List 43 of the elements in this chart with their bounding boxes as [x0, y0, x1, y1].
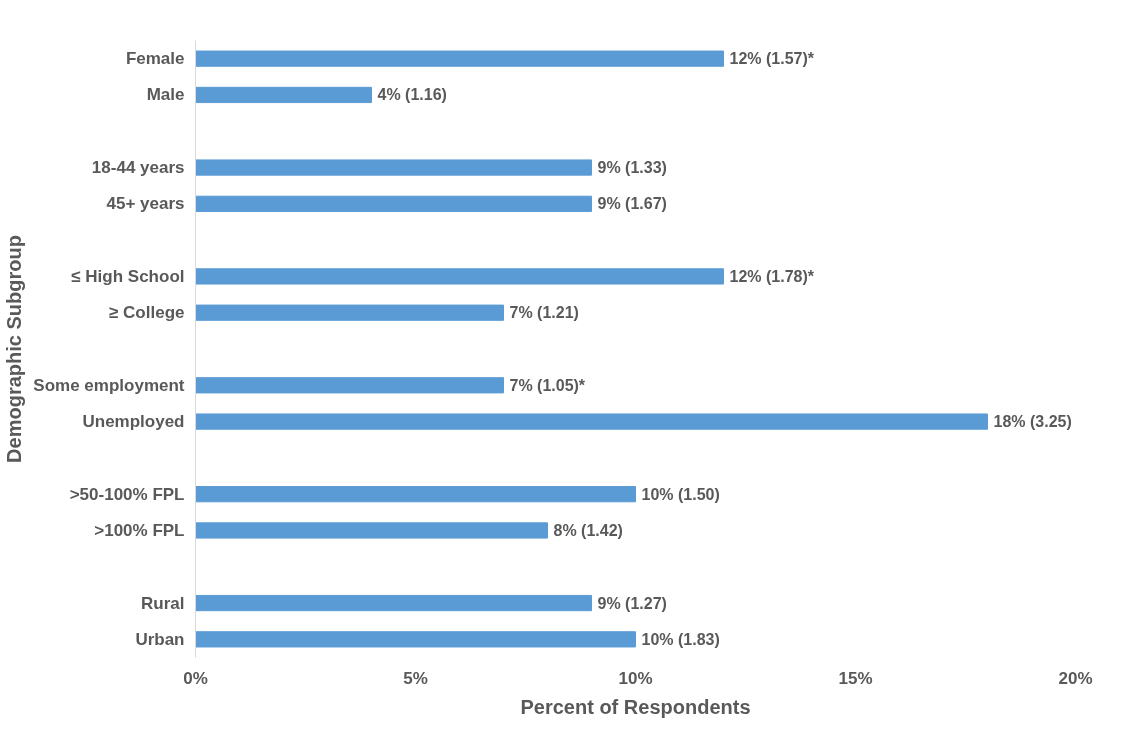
- x-tick-label: 5%: [403, 668, 428, 688]
- bar: [195, 486, 636, 503]
- data-label: 7% (1.05)*: [509, 376, 586, 394]
- bar: [195, 594, 592, 612]
- bar: [195, 159, 592, 176]
- bar: [195, 631, 636, 648]
- bar: [195, 413, 988, 430]
- y-tick-label: 18-44 years: [91, 158, 185, 178]
- y-tick-label: >50-100% FPL: [69, 484, 185, 504]
- data-label: 12% (1.57)*: [729, 50, 815, 68]
- data-label: 10% (1.83): [641, 630, 720, 648]
- bar: [195, 86, 372, 104]
- data-label: 10% (1.50): [641, 485, 720, 503]
- data-label: 9% (1.33): [597, 159, 667, 177]
- y-tick-label: Urban: [135, 629, 185, 649]
- y-tick-label: ≥ College: [109, 303, 185, 323]
- bar: [195, 304, 504, 321]
- y-tick-label: Some employment: [33, 375, 185, 395]
- bar: [195, 522, 548, 539]
- data-label: 12% (1.78)*: [729, 267, 815, 285]
- y-tick-label: ≤ High School: [71, 266, 185, 286]
- bar: [195, 268, 724, 285]
- y-tick-label: 45+ years: [106, 194, 185, 214]
- x-axis-title: Percent of Respondents: [520, 695, 751, 718]
- data-label: 8% (1.42): [553, 521, 623, 539]
- y-tick-label: >100% FPL: [94, 520, 185, 540]
- bar: [195, 195, 592, 212]
- data-label: 18% (3.25): [993, 413, 1072, 431]
- data-label: 9% (1.67): [597, 195, 667, 213]
- data-label: 4% (1.16): [377, 86, 447, 104]
- y-tick-label: Male: [146, 85, 185, 105]
- y-tick-label: Unemployed: [82, 412, 185, 432]
- x-tick-label: 15%: [838, 668, 873, 688]
- y-axis-title: Demographic Subgroup: [3, 235, 26, 463]
- data-label: 7% (1.21): [509, 304, 579, 322]
- x-tick-label: 0%: [183, 668, 208, 688]
- y-tick-label: Rural: [141, 593, 185, 613]
- x-tick-label: 10%: [618, 668, 653, 688]
- data-label: 9% (1.27): [597, 594, 667, 612]
- y-tick-label: Female: [125, 49, 185, 69]
- x-tick-label: 20%: [1058, 668, 1093, 688]
- bar: [195, 50, 724, 67]
- bar: [195, 377, 504, 394]
